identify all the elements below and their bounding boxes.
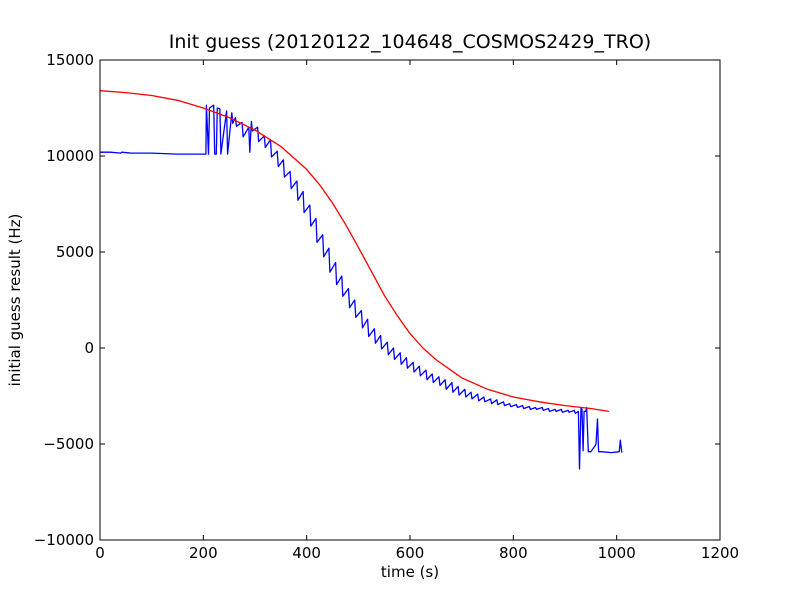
series-line-1 (99, 90, 610, 413)
x-tick-label: 800 (499, 544, 528, 562)
y-tick-label: −10000 (34, 531, 94, 549)
axis-ticks: 0 200 400 600 800 1000 1200 −10000 −5000 0 5000 100… (34, 51, 739, 562)
x-tick-label: 1200 (701, 544, 739, 562)
y-tick-label: 15000 (46, 51, 94, 69)
x-tick-label: 600 (396, 544, 425, 562)
y-axis-label: initial guess result (Hz) (6, 214, 24, 387)
chart-title: Init guess (20120122_104648_COSMOS2429_T… (169, 31, 651, 53)
y-tick-label: 10000 (46, 147, 94, 165)
x-axis-label: time (s) (381, 563, 439, 581)
axes-frame (99, 59, 721, 541)
y-tick-label: −5000 (43, 435, 94, 453)
x-tick-label: 200 (189, 544, 218, 562)
y-tick-label: 5000 (56, 243, 94, 261)
x-tick-label: 400 (292, 544, 321, 562)
series-line-0 (100, 104, 623, 470)
x-tick-label: 0 (95, 544, 105, 562)
plot-area (99, 90, 623, 470)
x-tick-label: 1000 (598, 544, 636, 562)
y-tick-label: 0 (84, 339, 94, 357)
